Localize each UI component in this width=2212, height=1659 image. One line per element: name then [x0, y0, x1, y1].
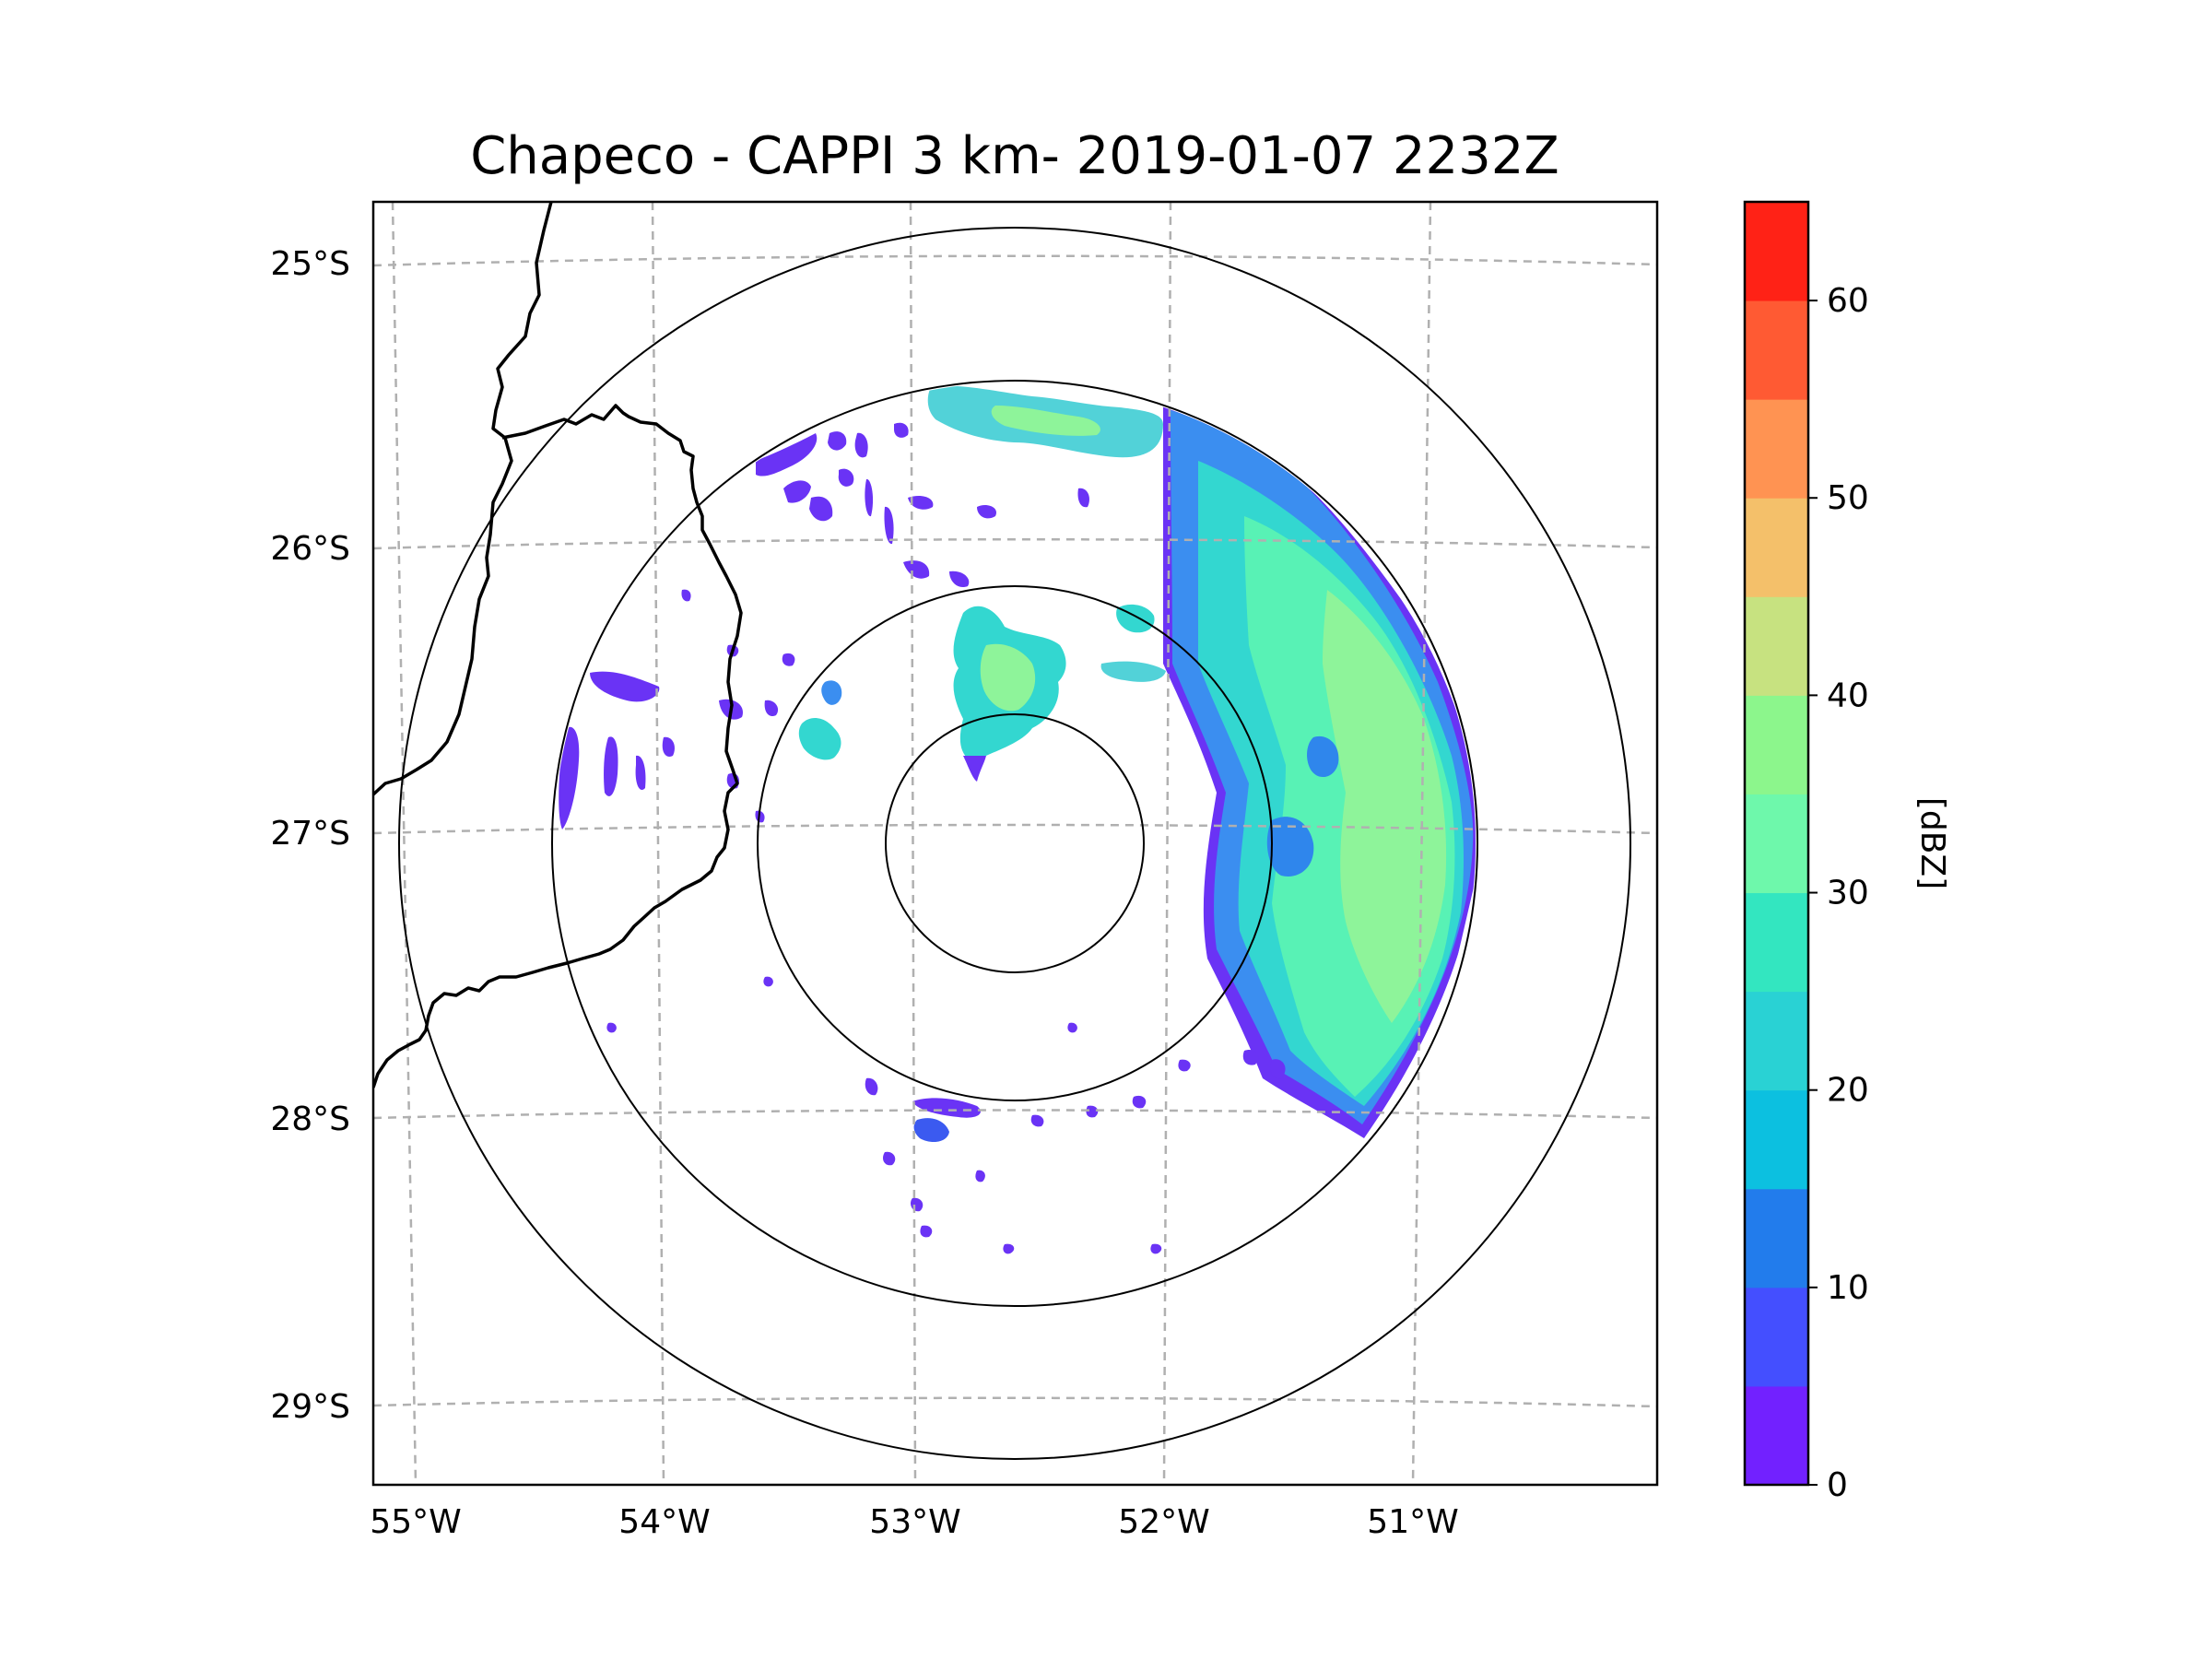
colorbar-frame — [1743, 200, 1810, 1487]
colorbar-tick-label: 50 — [1827, 479, 1869, 517]
colorbar-segment — [1745, 1188, 1808, 1288]
echo-central-cell-edge — [963, 756, 986, 782]
echo-west-cell — [798, 717, 841, 760]
x-tick-label: 53°W — [869, 1503, 960, 1541]
range-ring-1 — [885, 713, 1145, 973]
colorbar-segment — [1745, 695, 1808, 794]
echo-east-green — [1323, 590, 1447, 1023]
map-area — [373, 202, 1657, 1485]
gridline-lat-29 — [373, 1396, 1657, 1408]
colorbar-segment — [1745, 794, 1808, 894]
echo-east-large-cell — [1162, 396, 1476, 1138]
colorbar-tick-label: 10 — [1827, 1269, 1869, 1307]
y-tick-label: 28°S — [270, 1100, 350, 1138]
colorbar-segment — [1745, 498, 1808, 597]
colorbar-tick-label: 0 — [1827, 1466, 1848, 1504]
colorbar-segment — [1745, 202, 1808, 301]
colorbar-segment — [1745, 399, 1808, 499]
gridline-lon-55 — [391, 202, 418, 1485]
chart-title: Chapeco - CAPPI 3 km- 2019-01-07 2232Z — [470, 126, 1559, 186]
echo-scattered-weak — [559, 422, 1286, 1254]
echo-north-band-core — [991, 406, 1100, 436]
range-ring-3 — [551, 380, 1478, 1307]
colorbar-segment — [1745, 596, 1808, 696]
y-tick-labels: 25°S 26°S 27°S 28°S 29°S — [270, 245, 350, 1426]
gridline-lat-27 — [373, 823, 1657, 835]
x-tick-label: 55°W — [370, 1503, 461, 1541]
range-ring-4 — [398, 227, 1631, 1460]
colorbar-tick-label: 60 — [1827, 282, 1869, 320]
x-tick-labels: 55°W 54°W 53°W 52°W 51°W — [370, 1503, 1458, 1541]
echo-east-blue-core-2 — [1307, 735, 1339, 778]
echo-south-cell-2 — [913, 1118, 949, 1143]
x-tick-label: 54°W — [618, 1503, 710, 1541]
gridline-lat-28 — [373, 1109, 1657, 1120]
country-borders — [373, 202, 743, 1088]
gridline-lon-52 — [1162, 202, 1172, 1485]
gridline-lon-54 — [651, 202, 665, 1485]
x-tick-label: 51°W — [1367, 1503, 1458, 1541]
map-axes-frame — [371, 200, 1659, 1487]
echo-northeast-cell-2 — [1100, 661, 1166, 682]
colorbar-segment — [1745, 1385, 1808, 1486]
colorbar: 0 10 20 30 40 50 60 [dBZ] — [1743, 200, 1951, 1504]
colorbar-tick-label: 20 — [1827, 1072, 1869, 1110]
colorbar-segment — [1745, 1287, 1808, 1387]
colorbar-segment — [1745, 1089, 1808, 1190]
colorbar-segment — [1745, 991, 1808, 1091]
colorbar-tick-label: 40 — [1827, 677, 1869, 714]
gridline-lat-26 — [373, 537, 1657, 550]
echo-south-cell — [912, 1098, 981, 1118]
colorbar-label: [dBZ] — [1913, 797, 1951, 889]
gridline-lon-53 — [909, 202, 917, 1485]
echo-central-cell-core — [980, 643, 1036, 712]
y-tick-label: 25°S — [270, 245, 350, 283]
range-rings — [398, 227, 1631, 1460]
x-tick-label: 52°W — [1118, 1503, 1209, 1541]
y-tick-label: 26°S — [270, 530, 350, 568]
colorbar-segment — [1745, 300, 1808, 400]
colorbar-segments — [1745, 202, 1808, 1486]
echo-west-cell-2 — [821, 680, 842, 705]
range-ring-2 — [757, 585, 1273, 1101]
colorbar-ticks: 0 10 20 30 40 50 60 — [1808, 282, 1869, 1504]
border-argentina-brazil — [373, 404, 743, 1088]
gridline-lon-51 — [1411, 202, 1432, 1485]
border-paraguay-argentina — [373, 202, 553, 796]
radar-echoes — [559, 385, 1476, 1254]
colorbar-tick-label: 30 — [1827, 875, 1869, 912]
y-tick-label: 27°S — [270, 815, 350, 853]
gridline-lat-25 — [373, 254, 1657, 267]
y-tick-label: 29°S — [270, 1388, 350, 1426]
colorbar-segment — [1745, 892, 1808, 993]
echo-east-blue-core — [1266, 817, 1314, 877]
gridlines — [373, 202, 1657, 1485]
